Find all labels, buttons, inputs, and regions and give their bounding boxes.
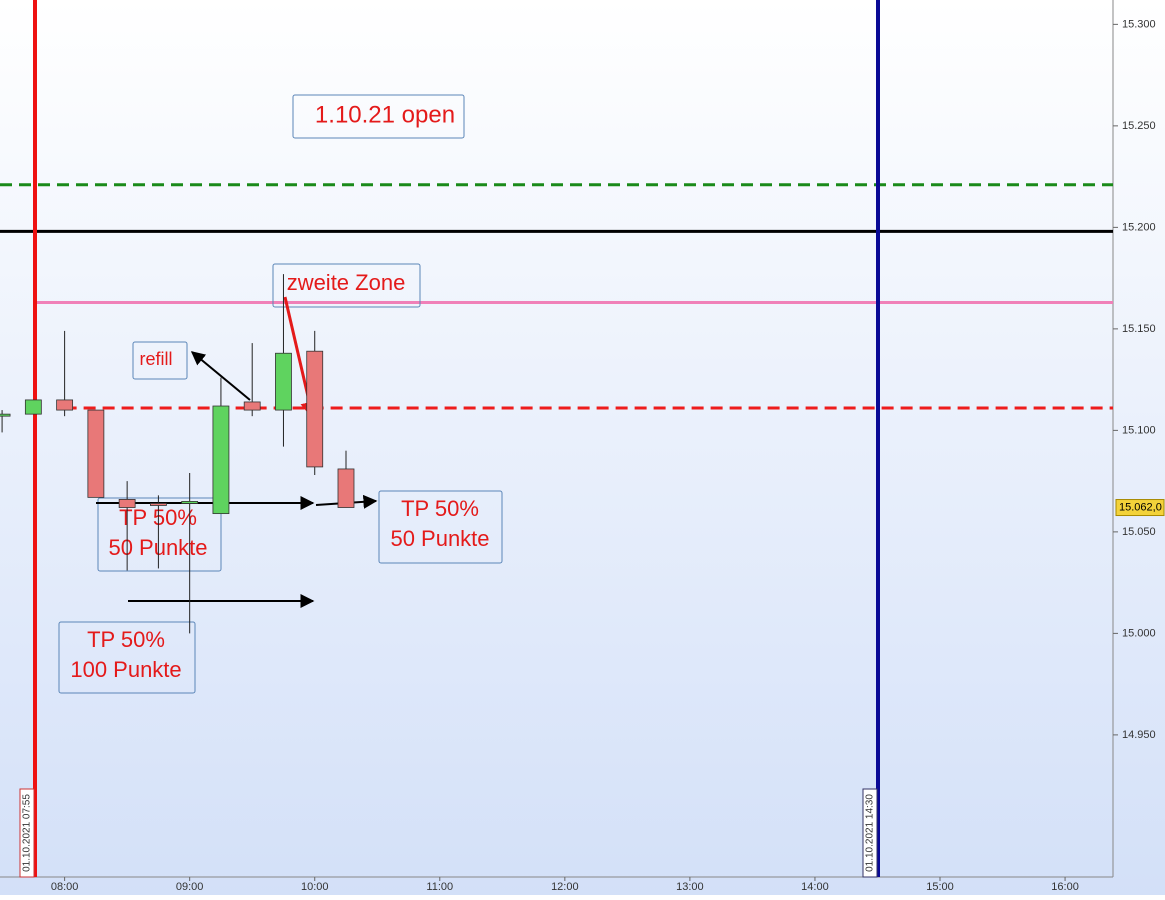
x-tick-label: 08:00: [51, 881, 79, 893]
annotation: zweite Zone: [287, 270, 406, 295]
y-tick-label: 15.300: [1122, 18, 1156, 30]
annotation: TP 50%: [87, 627, 165, 652]
y-tick-label: 15.000: [1122, 627, 1156, 639]
candle-body: [243, 401, 261, 411]
annotation-box: [58, 621, 196, 694]
candle-body: [118, 499, 136, 508]
y-tick-label: 15.100: [1122, 424, 1156, 436]
candle-body: [306, 350, 324, 468]
annotation-box: [292, 94, 465, 139]
x-tick-label: 10:00: [301, 881, 329, 893]
candle-body: [181, 501, 199, 504]
annotation-box: [132, 341, 188, 380]
y-tick-label: 15.150: [1122, 323, 1156, 335]
arrow: [190, 351, 251, 401]
marker-label-box: [862, 788, 878, 878]
candle-body: [275, 352, 292, 411]
annotation-box: [378, 490, 503, 564]
y-tick-label: 15.250: [1122, 120, 1156, 132]
annotation: 50 Punkte: [390, 526, 489, 551]
x-tick-label: 16:00: [1051, 881, 1079, 893]
annotation: 100 Punkte: [70, 657, 181, 682]
candle-body: [56, 399, 74, 411]
candle-body: [150, 503, 167, 506]
annotation: refill: [139, 349, 172, 369]
candle-body: [0, 413, 11, 417]
x-tick-label: 09:00: [176, 881, 204, 893]
x-tick-label: 14:00: [801, 881, 829, 893]
annotation-box: [97, 497, 222, 572]
annotation: TP 50%: [401, 496, 479, 521]
y-tick-label: 15.050: [1122, 526, 1156, 538]
last-price-label: 15.062,0: [1119, 501, 1162, 513]
marker-label: 01.10.2021 07:55: [22, 794, 33, 872]
x-tick-label: 12:00: [551, 881, 579, 893]
marker-label: 01.10.2021 14:30: [865, 794, 876, 872]
candle-body: [87, 409, 105, 498]
candle-body: [212, 405, 230, 515]
last-price-box: [1115, 499, 1165, 517]
x-tick-label: 15:00: [926, 881, 954, 893]
x-tick-label: 11:00: [426, 881, 453, 893]
candle-body: [24, 399, 42, 415]
annotation: 1.10.21 open: [315, 101, 455, 128]
y-tick-label: 14.950: [1122, 729, 1156, 741]
y-tick-label: 15.200: [1122, 221, 1156, 233]
marker-label-box: [19, 788, 35, 878]
candle-body: [337, 468, 355, 508]
annotation-box: [272, 263, 421, 308]
x-tick-label: 13:00: [676, 881, 704, 893]
